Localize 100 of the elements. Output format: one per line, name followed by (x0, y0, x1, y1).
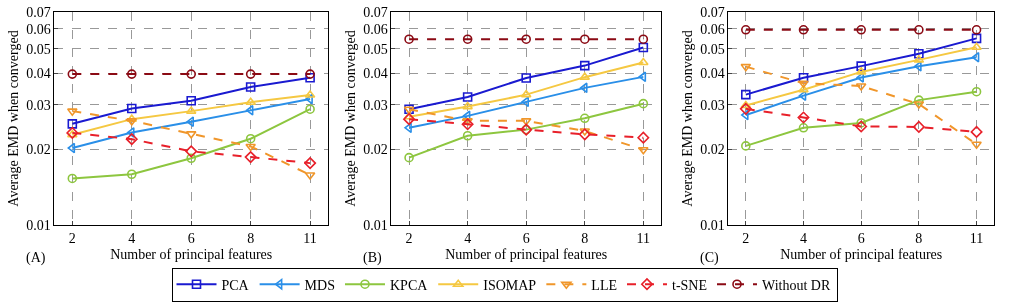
point (579, 60, 590, 71)
point (245, 97, 257, 106)
point (741, 89, 751, 100)
point (462, 34, 473, 44)
x-tick-label: 11 (969, 230, 984, 246)
y-tick-label: 0.02 (26, 142, 51, 158)
point (126, 126, 135, 138)
point (971, 33, 982, 44)
point (637, 131, 650, 144)
y-tick-label: 0.07 (700, 4, 725, 20)
y-tick-label: 0.05 (363, 41, 388, 57)
point (638, 98, 649, 109)
point (741, 141, 751, 151)
point (971, 24, 982, 35)
point (798, 80, 809, 89)
point (404, 152, 414, 163)
y-tick-label: 0.05 (26, 41, 51, 57)
point (461, 118, 474, 131)
y-tick-label: 0.03 (363, 97, 388, 113)
x-axis-title: Number of principal features (445, 247, 608, 263)
point (970, 125, 983, 138)
point (521, 73, 531, 83)
point (245, 82, 256, 92)
point (462, 130, 473, 141)
y-tick-label: 0.06 (700, 21, 725, 37)
point (304, 157, 317, 170)
x-axis-title: Number of principal features (780, 247, 943, 263)
x-tick-label: 2 (742, 230, 750, 246)
point (971, 86, 982, 97)
y-axis-title: Average EMD when converged (679, 30, 695, 207)
point (126, 103, 137, 114)
point (855, 120, 868, 133)
point (798, 84, 809, 93)
point (305, 72, 315, 83)
point (638, 42, 649, 53)
point (638, 71, 647, 83)
y-axis-title: Average EMD when converged (5, 30, 21, 207)
text: (A) (26, 250, 46, 266)
x-tick-label: 2 (405, 230, 413, 246)
point (462, 101, 474, 110)
x-tick-label: 6 (857, 230, 865, 246)
y-tick-label: 0.01 (700, 217, 725, 233)
legend-label: Without DR (761, 277, 831, 293)
point (244, 151, 257, 164)
x-tick-label: 8 (581, 230, 589, 246)
point (520, 89, 532, 98)
point (579, 82, 588, 94)
point (971, 42, 982, 51)
text: (B) (363, 250, 382, 266)
point (521, 34, 531, 44)
point (67, 119, 78, 129)
point (740, 63, 752, 72)
point (856, 24, 866, 35)
x-tick-label: 2 (68, 230, 76, 246)
point (578, 128, 591, 141)
y-tick-label: 0.07 (363, 4, 388, 20)
point (186, 153, 197, 164)
point (67, 142, 76, 154)
point (637, 57, 649, 66)
point (404, 34, 414, 44)
legend-label: LLE (591, 277, 617, 293)
point (971, 141, 982, 150)
x-tick-label: 4 (464, 230, 472, 246)
point (579, 113, 590, 124)
legend-label: PCA (221, 277, 250, 293)
point (579, 34, 590, 44)
y-tick-label: 0.03 (700, 97, 725, 113)
point (245, 104, 254, 116)
y-tick-label: 0.04 (363, 66, 388, 82)
text: (C) (700, 250, 719, 266)
x-tick-label: 6 (187, 230, 195, 246)
point (914, 24, 924, 35)
y-axis-title: Average EMD when converged (342, 30, 358, 207)
point (798, 72, 809, 83)
point (67, 173, 78, 184)
x-tick-label: 4 (128, 230, 136, 246)
point (971, 51, 980, 63)
y-tick-label: 0.06 (26, 21, 51, 37)
y-tick-label: 0.02 (363, 142, 388, 158)
point (185, 145, 198, 158)
point (186, 96, 197, 106)
y-tick-label: 0.07 (26, 4, 51, 20)
point (126, 169, 137, 180)
x-axis-title: Number of principal features (110, 247, 273, 263)
point (305, 104, 315, 115)
point (798, 90, 807, 102)
y-tick-label: 0.01 (363, 217, 388, 233)
legend-label: KPCA (389, 277, 429, 293)
point (856, 118, 866, 128)
point (186, 116, 195, 128)
point (186, 69, 197, 79)
point (125, 133, 138, 146)
point (245, 143, 257, 152)
y-tick-label: 0.01 (26, 217, 51, 233)
point (638, 34, 649, 44)
point (403, 113, 416, 126)
point (305, 69, 315, 79)
y-tick-label: 0.02 (700, 142, 725, 158)
y-tick-label: 0.05 (700, 41, 725, 57)
legend-label: ISOMAP (483, 277, 537, 293)
